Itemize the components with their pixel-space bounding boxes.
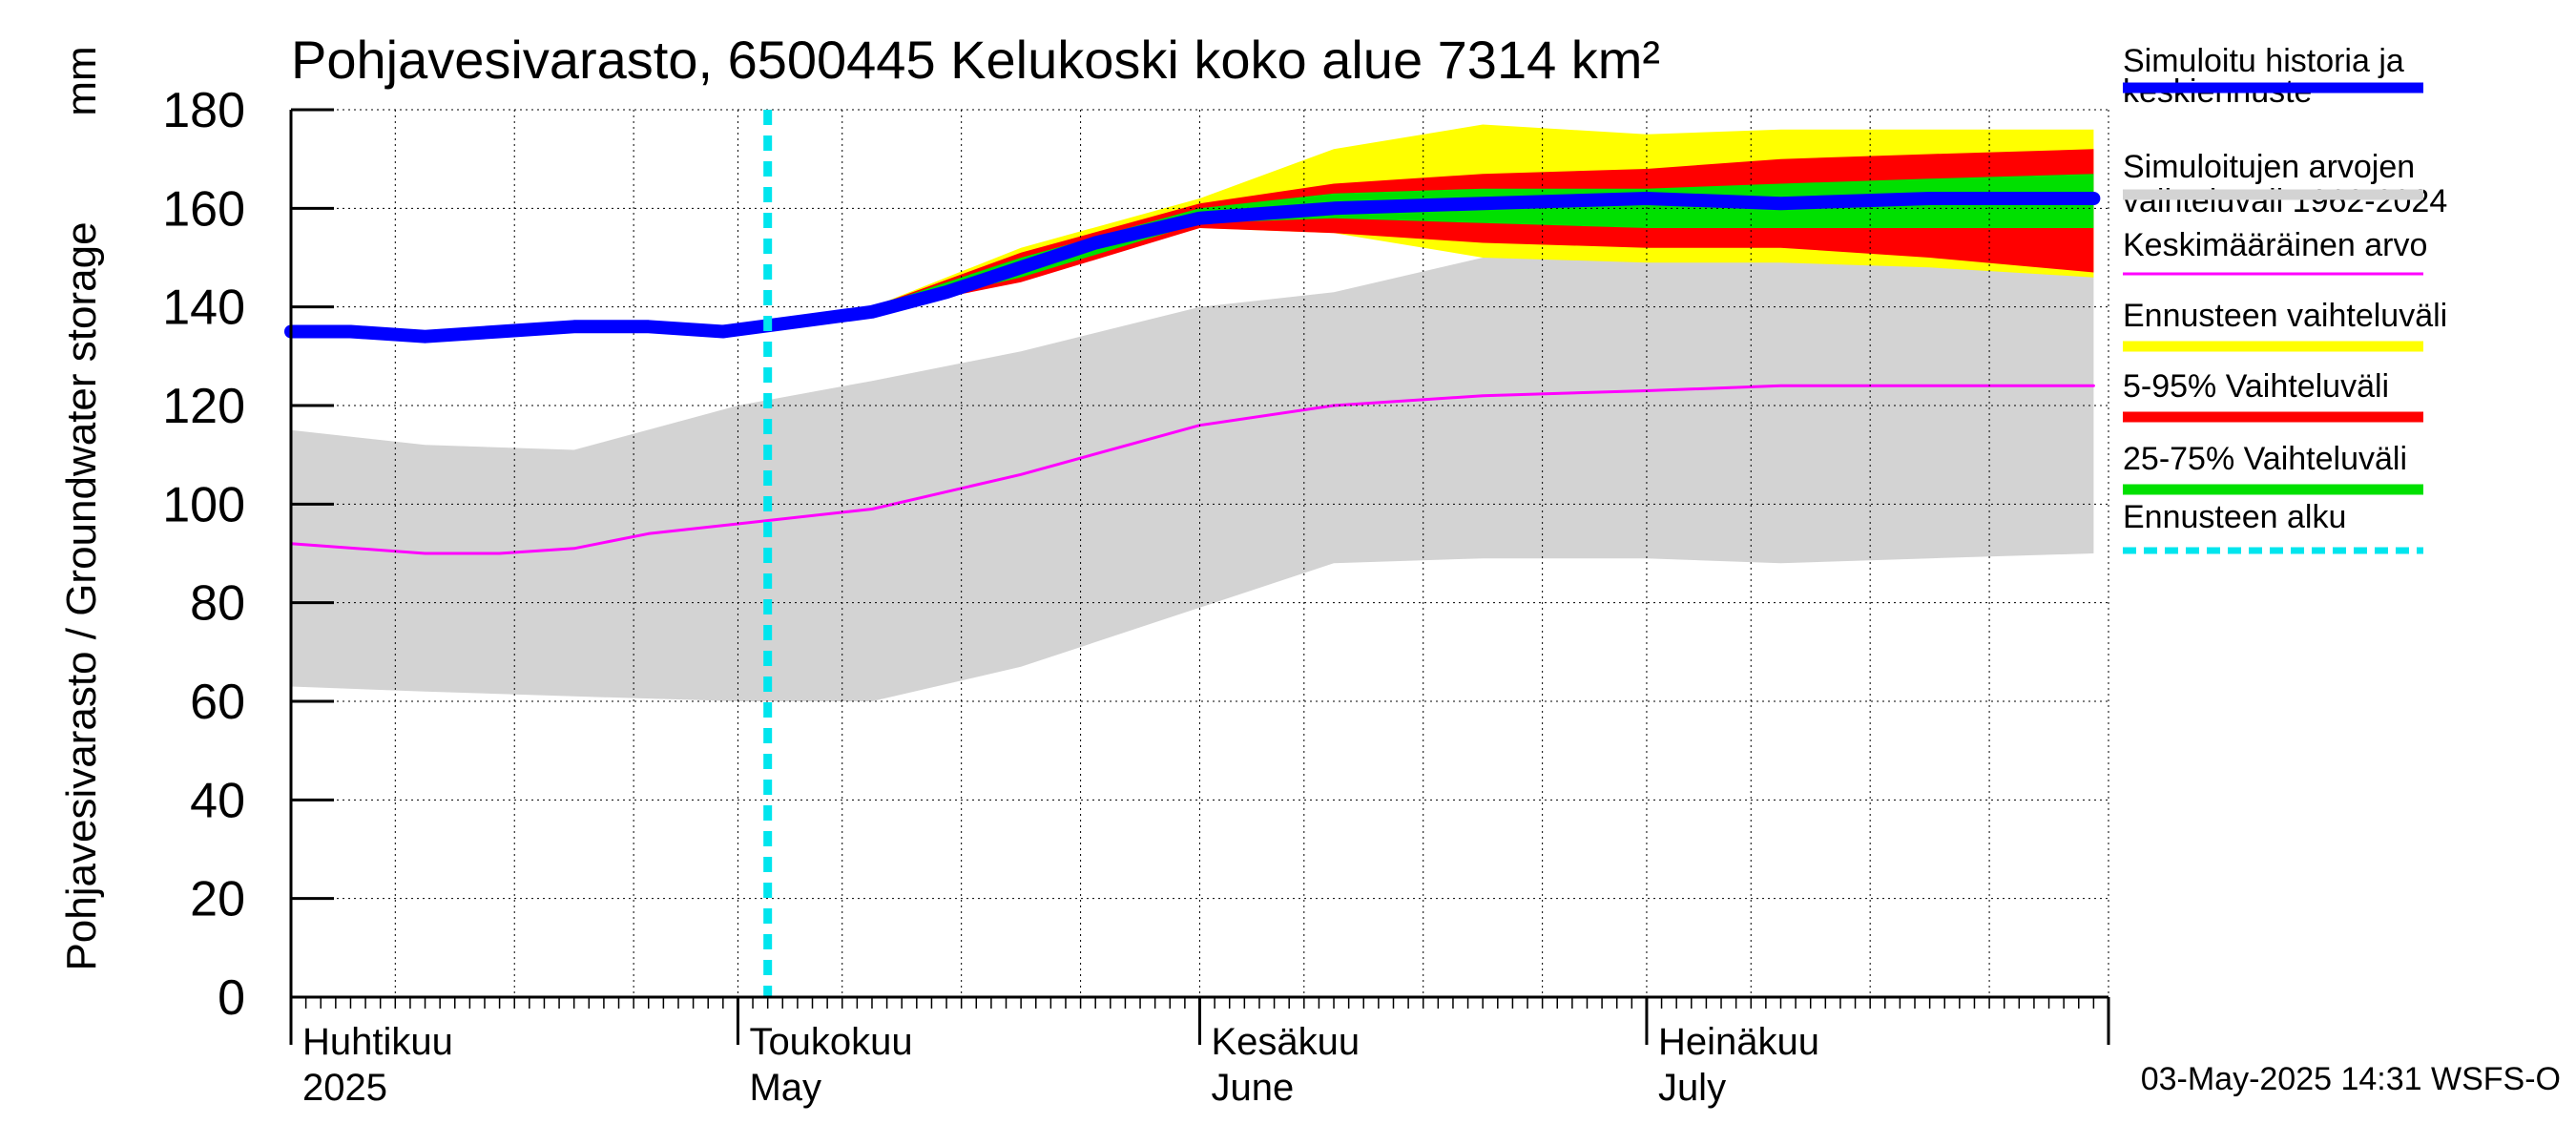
y-tick-label: 120 (162, 379, 245, 434)
x-month-label: Huhtikuu (302, 1021, 453, 1063)
x-month-sublabel: 2025 (302, 1067, 387, 1109)
y-tick-label: 80 (190, 576, 245, 632)
legend-label: Ennusteen vaihteluväli (2123, 298, 2447, 334)
legend-label: Keskimääräinen arvo (2123, 227, 2427, 263)
legend-label: vaihteluväli 1962-2024 (2123, 183, 2447, 219)
y-tick-label: 100 (162, 477, 245, 532)
legend-label: 5-95% Vaihteluväli (2123, 368, 2389, 405)
chart-footer: 03-May-2025 14:31 WSFS-O (2141, 1061, 2561, 1097)
y-axis-label: Pohjavesivarasto / Groundwater storage (58, 221, 105, 970)
legend-label: Simuloitu historia ja (2123, 43, 2404, 79)
y-tick-label: 40 (190, 773, 245, 828)
band-25-75-vaihteluv-li (767, 174, 2094, 323)
grid (290, 109, 2109, 998)
line-simuloitu-historia-ja-keskiennuste (284, 192, 2101, 344)
y-tick-label: 60 (190, 675, 245, 730)
x-month-sublabel: June (1212, 1067, 1295, 1109)
y-tick-label: 20 (190, 872, 245, 927)
y-tick-label: 140 (162, 281, 245, 336)
band-simuloitujen-arvojen-vaihteluv-li-1962-2024 (291, 258, 2094, 701)
legend-label: Ennusteen alku (2123, 499, 2346, 535)
line-keskim-r-inen-arvo (289, 384, 2095, 555)
legend: Simuloitu historia jakeskiennusteSimuloi… (2123, 43, 2447, 554)
chart-title: Pohjavesivarasto, 6500445 Kelukoski koko… (291, 30, 1660, 90)
y-axis-unit: mm (58, 46, 105, 115)
x-month-label: Toukokuu (749, 1021, 912, 1063)
legend-label: Simuloitujen arvojen (2123, 149, 2415, 185)
y-tick-label: 180 (162, 83, 245, 138)
y-tick-label: 160 (162, 181, 245, 237)
x-month-label: Heinäkuu (1658, 1021, 1819, 1063)
legend-label: 25-75% Vaihteluväli (2123, 441, 2407, 477)
x-month-label: Kesäkuu (1212, 1021, 1361, 1063)
y-tick-label: 0 (218, 970, 245, 1026)
x-month-sublabel: July (1658, 1067, 1726, 1109)
x-month-sublabel: May (749, 1067, 821, 1109)
